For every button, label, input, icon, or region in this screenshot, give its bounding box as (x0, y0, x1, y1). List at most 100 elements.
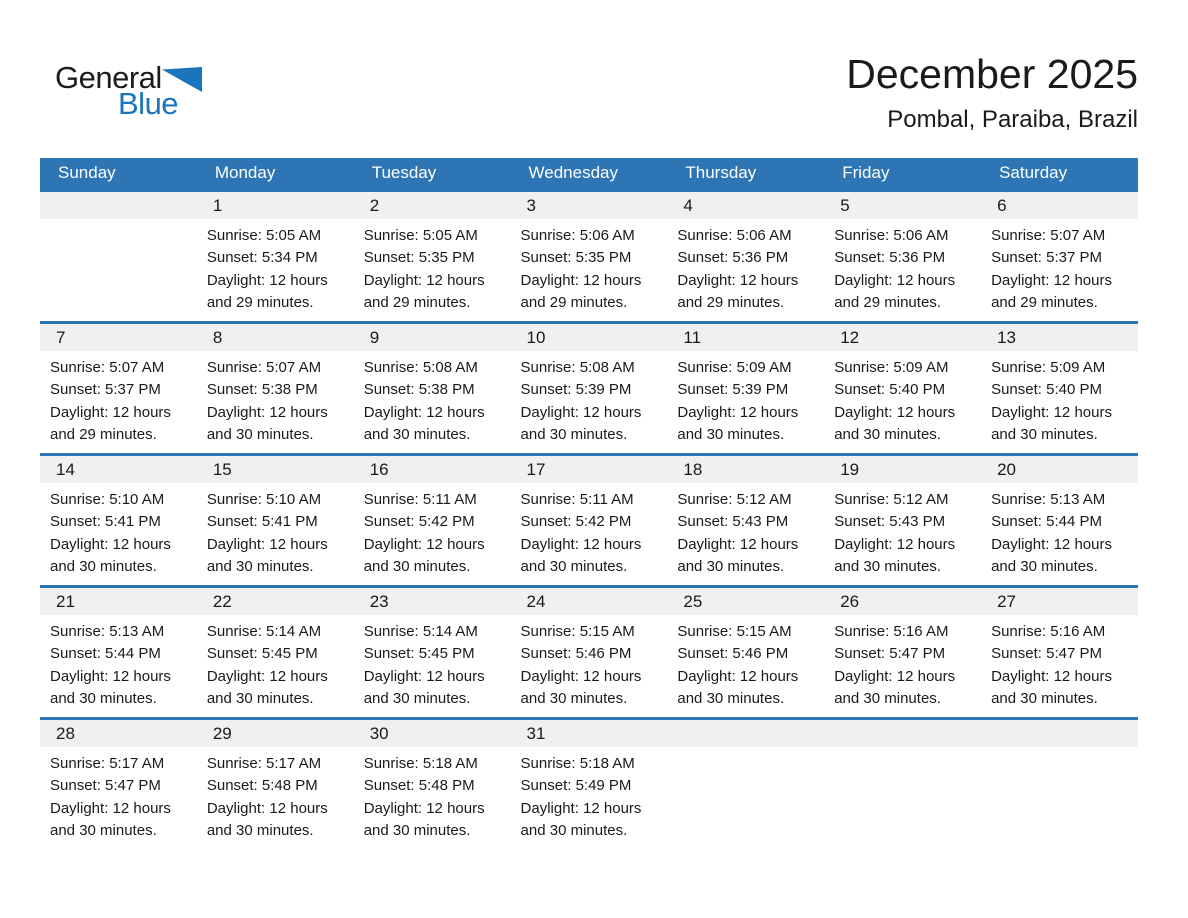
page-header: General Blue December 2025 Pombal, Parai… (0, 0, 1188, 158)
day-info: Sunrise: 5:15 AM Sunset: 5:46 PM Daylight:… (511, 615, 668, 711)
day-info: Sunrise: 5:18 AM Sunset: 5:49 PM Daylight:… (511, 747, 668, 843)
day-info: Sunrise: 5:14 AM Sunset: 5:45 PM Daylight:… (197, 615, 354, 711)
sunset-text: Sunset: 5:46 PM (677, 645, 789, 663)
sunset-text: Sunset: 5:45 PM (206, 645, 318, 663)
day-info: Sunrise: 5:08 AM Sunset: 5:38 PM Daylight:… (354, 351, 511, 447)
sunset-text: Sunset: 5:40 PM (834, 381, 946, 399)
empty-day-cell (667, 719, 825, 851)
sunrise-text: Sunrise: 5:06 AM (520, 227, 635, 244)
sunset-text: Sunset: 5:48 PM (206, 777, 318, 795)
day-number: 27 (981, 588, 1138, 615)
daylight-text: Daylight: 12 hours and 30 minutes. (520, 403, 642, 444)
day-cell: 3 Sunrise: 5:06 AM Sunset: 5:35 PM Daylight… (510, 191, 668, 323)
sunset-text: Sunset: 5:44 PM (50, 645, 161, 663)
sunrise-text: Sunrise: 5:07 AM (206, 359, 322, 376)
day-cell: 13 Sunrise: 5:09 AM Sunset: 5:40 PM Dayligh… (981, 323, 1138, 455)
day-info: Sunrise: 5:10 AM Sunset: 5:41 PM Daylight:… (197, 483, 354, 579)
sunrise-text: Sunrise: 5:15 AM (520, 623, 635, 640)
daylight-text: Daylight: 12 hours and 30 minutes. (991, 403, 1112, 444)
sunset-text: Sunset: 5:37 PM (991, 249, 1102, 267)
day-number: 9 (353, 324, 511, 351)
sunrise-text: Sunrise: 5:12 AM (834, 491, 949, 508)
week-row: 21 Sunrise: 5:13 AM Sunset: 5:44 PM Dayligh… (40, 586, 1138, 719)
day-info: Sunrise: 5:13 AM Sunset: 5:44 PM Daylight:… (981, 483, 1138, 579)
day-info: Sunrise: 5:10 AM Sunset: 5:41 PM Daylight:… (40, 483, 197, 579)
sunrise-text: Sunrise: 5:05 AM (363, 227, 478, 244)
day-number: 24 (510, 588, 668, 615)
day-number: 13 (981, 324, 1138, 351)
day-number: 5 (824, 192, 982, 219)
weekday-header-friday: Friday (824, 158, 982, 191)
daylight-text: Daylight: 12 hours and 30 minutes. (520, 535, 642, 576)
day-cell: 25 Sunrise: 5:15 AM Sunset: 5:46 PM Dayligh… (667, 587, 825, 719)
daylight-text: Daylight: 12 hours and 30 minutes. (834, 535, 956, 576)
sunrise-text: Sunrise: 5:10 AM (206, 491, 322, 508)
sunrise-text: Sunrise: 5:13 AM (991, 491, 1106, 508)
day-number: 7 (40, 324, 197, 351)
day-number: 14 (40, 456, 197, 483)
daylight-text: Daylight: 12 hours and 30 minutes. (363, 535, 485, 576)
sunset-text: Sunset: 5:34 PM (206, 249, 318, 267)
daylight-text: Daylight: 12 hours and 30 minutes. (206, 535, 328, 576)
sunrise-text: Sunrise: 5:06 AM (677, 227, 792, 244)
day-info: Sunrise: 5:05 AM Sunset: 5:34 PM Daylight:… (197, 219, 354, 315)
day-cell: 26 Sunrise: 5:16 AM Sunset: 5:47 PM Dayligh… (824, 587, 982, 719)
sunrise-text: Sunrise: 5:16 AM (991, 623, 1106, 640)
day-cell: 7 Sunrise: 5:07 AM Sunset: 5:37 PM Daylight… (40, 323, 197, 455)
day-number: 23 (353, 588, 511, 615)
daylight-text: Daylight: 12 hours and 30 minutes. (363, 403, 485, 444)
sunset-text: Sunset: 5:38 PM (363, 381, 475, 399)
day-cell: 16 Sunrise: 5:11 AM Sunset: 5:42 PM Dayligh… (353, 455, 511, 587)
day-number: 6 (981, 192, 1138, 219)
day-cell: 22 Sunrise: 5:14 AM Sunset: 5:45 PM Dayligh… (196, 587, 354, 719)
day-cell: 31 Sunrise: 5:18 AM Sunset: 5:49 PM Dayligh… (510, 719, 668, 851)
empty-day-cell (40, 191, 197, 323)
sunrise-text: Sunrise: 5:17 AM (50, 755, 165, 772)
sunrise-text: Sunrise: 5:10 AM (50, 491, 165, 508)
title-block: December 2025 Pombal, Paraiba, Brazil (846, 50, 1138, 134)
week-row: 14 Sunrise: 5:10 AM Sunset: 5:41 PM Dayligh… (40, 454, 1138, 587)
day-number (981, 720, 1138, 747)
daylight-text: Daylight: 12 hours and 30 minutes. (206, 667, 328, 708)
day-cell: 10 Sunrise: 5:08 AM Sunset: 5:39 PM Dayligh… (510, 323, 668, 455)
week-row: 28 Sunrise: 5:17 AM Sunset: 5:47 PM Dayligh… (40, 718, 1138, 851)
day-cell: 12 Sunrise: 5:09 AM Sunset: 5:40 PM Dayligh… (824, 323, 982, 455)
sunset-text: Sunset: 5:40 PM (991, 381, 1102, 399)
logo-text-blue: Blue (118, 86, 179, 121)
sunrise-text: Sunrise: 5:06 AM (834, 227, 949, 244)
day-info: Sunrise: 5:05 AM Sunset: 5:35 PM Daylight:… (354, 219, 511, 315)
daylight-text: Daylight: 12 hours and 29 minutes. (50, 403, 171, 444)
sunset-text: Sunset: 5:35 PM (520, 249, 632, 267)
day-info: Sunrise: 5:15 AM Sunset: 5:46 PM Daylight:… (667, 615, 824, 711)
day-number: 22 (196, 588, 354, 615)
day-info: Sunrise: 5:09 AM Sunset: 5:40 PM Daylight:… (981, 351, 1138, 447)
day-cell: 20 Sunrise: 5:13 AM Sunset: 5:44 PM Dayligh… (981, 455, 1138, 587)
sunrise-text: Sunrise: 5:09 AM (991, 359, 1106, 376)
empty-day-cell (981, 719, 1138, 851)
day-number: 16 (353, 456, 511, 483)
daylight-text: Daylight: 12 hours and 30 minutes. (991, 535, 1112, 576)
sunrise-text: Sunrise: 5:09 AM (834, 359, 949, 376)
daylight-text: Daylight: 12 hours and 29 minutes. (363, 271, 485, 312)
sunset-text: Sunset: 5:47 PM (50, 777, 161, 795)
daylight-text: Daylight: 12 hours and 29 minutes. (991, 271, 1112, 312)
sunrise-text: Sunrise: 5:18 AM (363, 755, 478, 772)
weekday-header: Sunday Monday Tuesday Wednesday Thursday Frid… (40, 158, 1138, 191)
day-info: Sunrise: 5:18 AM Sunset: 5:48 PM Daylight:… (354, 747, 511, 843)
sunset-text: Sunset: 5:41 PM (206, 513, 318, 531)
day-number (40, 192, 197, 219)
day-number: 26 (824, 588, 982, 615)
day-number: 21 (40, 588, 197, 615)
weekday-header-wednesday: Wednesday (510, 158, 668, 191)
day-cell: 30 Sunrise: 5:18 AM Sunset: 5:48 PM Dayligh… (353, 719, 511, 851)
daylight-text: Daylight: 12 hours and 30 minutes. (991, 667, 1112, 708)
sunrise-text: Sunrise: 5:13 AM (50, 623, 165, 640)
sunset-text: Sunset: 5:41 PM (50, 513, 161, 531)
day-info: Sunrise: 5:06 AM Sunset: 5:36 PM Daylight:… (824, 219, 981, 315)
sunset-text: Sunset: 5:42 PM (363, 513, 475, 531)
day-info: Sunrise: 5:09 AM Sunset: 5:39 PM Daylight:… (667, 351, 824, 447)
sunset-text: Sunset: 5:47 PM (991, 645, 1102, 663)
day-info: Sunrise: 5:11 AM Sunset: 5:42 PM Daylight:… (354, 483, 511, 579)
sunrise-text: Sunrise: 5:09 AM (677, 359, 792, 376)
day-number: 19 (824, 456, 982, 483)
